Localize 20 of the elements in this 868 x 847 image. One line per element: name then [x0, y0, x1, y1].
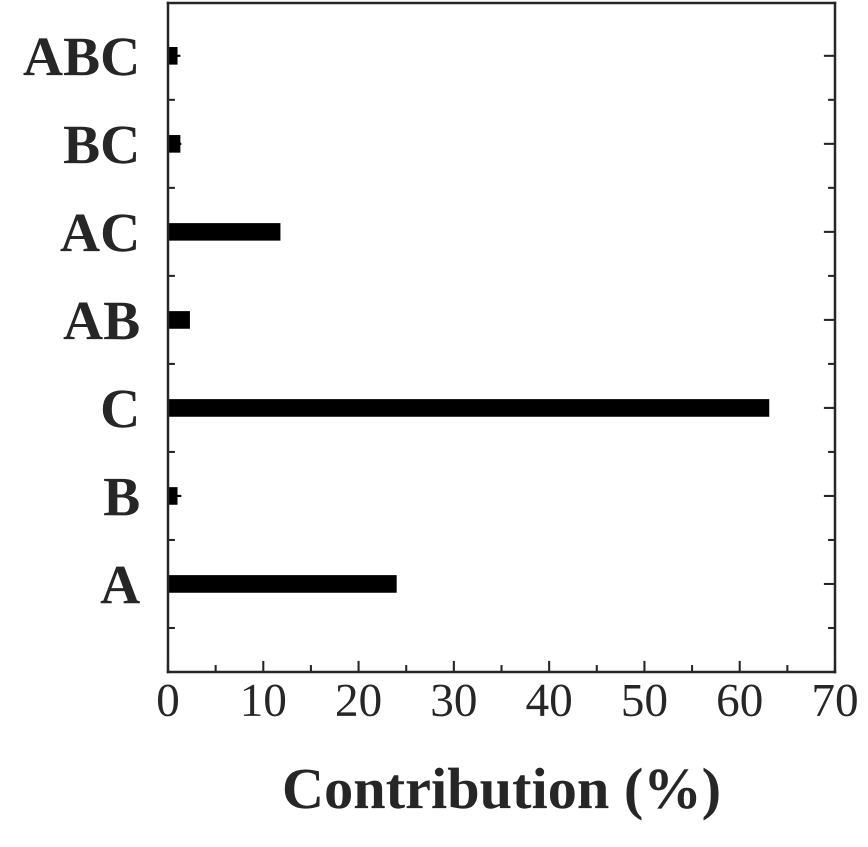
x-tick-label: 60 [718, 684, 762, 716]
y-tick-label: B [104, 478, 139, 516]
y-tick-label: A [100, 566, 140, 604]
x-axis-title: Contribution (%) [284, 768, 719, 821]
x-tick-label: 0 [158, 684, 178, 716]
x-tick-label: 50 [624, 684, 666, 716]
bar [168, 399, 770, 417]
x-tick-label: 40 [526, 684, 571, 716]
bar [168, 311, 190, 329]
x-tick-label: 30 [432, 684, 476, 716]
bar [168, 575, 397, 593]
x-tick-label: 10 [244, 684, 286, 716]
y-tick-label: ABC [23, 38, 136, 76]
x-tick-label: 70 [814, 684, 857, 716]
bar [168, 223, 280, 241]
y-tick-label: AB [64, 302, 139, 340]
y-tick-label: BC [64, 126, 136, 164]
x-tick-label: 20 [337, 684, 380, 716]
y-tick-label: C [102, 390, 136, 428]
y-tick-label: AC [60, 214, 136, 252]
